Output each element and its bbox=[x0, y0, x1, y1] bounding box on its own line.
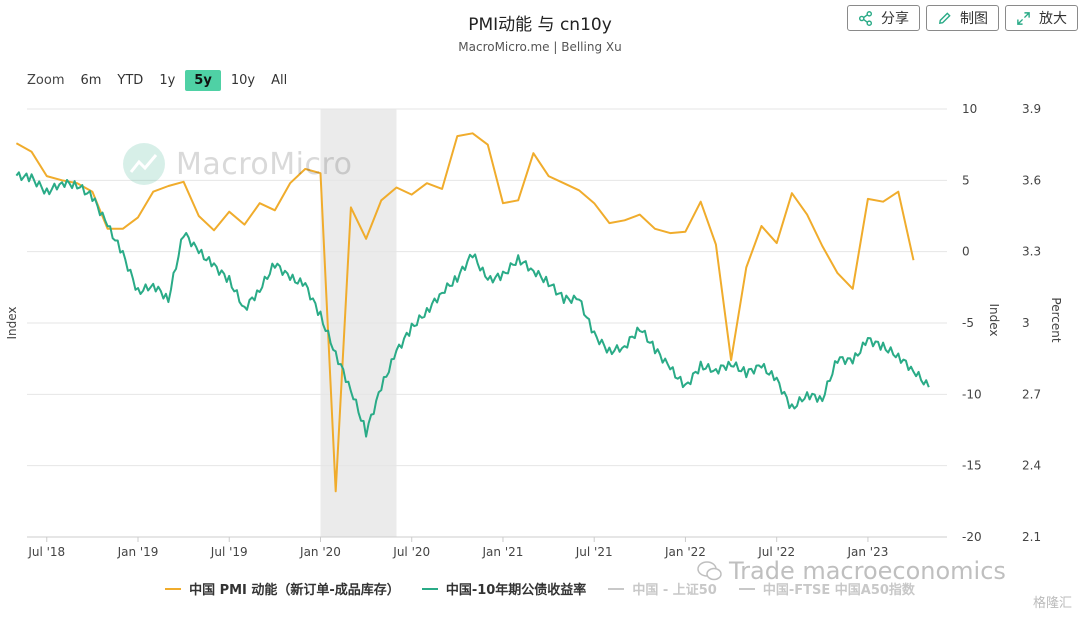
y-axis-title-percent: Percent bbox=[1049, 297, 1063, 342]
y-tick-label-index: -15 bbox=[962, 459, 982, 473]
y-tick-label-index: -20 bbox=[962, 530, 982, 544]
y-axis-title-left: Index bbox=[5, 306, 19, 339]
legend-item-a50[interactable]: 中国-FTSE 中国A50指数 bbox=[738, 579, 915, 598]
zoom-5y-button[interactable]: 5y bbox=[185, 70, 221, 91]
zoom-button-label: 放大 bbox=[1039, 11, 1067, 27]
chart-title: PMI动能 与 cn10y bbox=[468, 15, 612, 35]
y-tick-label-percent: 2.7 bbox=[1022, 387, 1041, 401]
x-tick-label: Jan '22 bbox=[664, 545, 706, 559]
zoom-button[interactable]: 放大 bbox=[1005, 5, 1078, 31]
x-tick-label: Jul '22 bbox=[757, 545, 795, 559]
legend-label-pmi: 中国 PMI 动能（新订单-成品库存） bbox=[189, 583, 400, 598]
legend-item-pmi[interactable]: 中国 PMI 动能（新订单-成品库存） bbox=[165, 579, 400, 598]
chart-plot[interactable]: 10 3.9 5 3.6 0 3.3 -5 3 -10 2.7 -15 2.4 -20 2.1 Index I… bbox=[0, 95, 1080, 565]
chart-legend: 中国 PMI 动能（新订单-成品库存） 中国-10年期公债收益率 中国 - 上证… bbox=[0, 579, 1080, 598]
y-tick-label-index: -5 bbox=[962, 316, 974, 330]
zoom-selector: Zoom 6m YTD 1y 5y 10y All bbox=[27, 70, 293, 91]
zoom-1y-button[interactable]: 1y bbox=[159, 73, 176, 88]
x-tick-label: Jul '18 bbox=[27, 545, 65, 559]
series-line-cn10y bbox=[15, 171, 930, 438]
y-tick-label-percent: 3.3 bbox=[1022, 245, 1041, 259]
legend-swatch-cn10y bbox=[421, 587, 438, 590]
zoom-10y-button[interactable]: 10y bbox=[230, 73, 256, 88]
x-tick-label: Jan '21 bbox=[482, 545, 524, 559]
chart-subtitle: MacroMicro.me | Belling Xu bbox=[458, 40, 622, 54]
zoom-all-button[interactable]: All bbox=[271, 73, 288, 88]
x-tick-label: Jul '20 bbox=[392, 545, 430, 559]
zoom-label: Zoom bbox=[27, 73, 65, 88]
share-button-label: 分享 bbox=[881, 11, 909, 27]
series-line-pmi bbox=[15, 132, 915, 493]
top-toolbar: 分享 制图 放大 bbox=[847, 5, 1078, 31]
y-axis-title-index: Index bbox=[987, 303, 1001, 336]
legend-swatch-a50 bbox=[738, 587, 755, 590]
y-tick-label-percent: 2.4 bbox=[1022, 459, 1041, 473]
zoom-ytd-button[interactable]: YTD bbox=[117, 73, 144, 88]
x-tick-label: Jan '19 bbox=[117, 545, 159, 559]
share-icon bbox=[858, 10, 873, 26]
y-tick-label-index: 10 bbox=[962, 102, 977, 116]
legend-item-cn10y[interactable]: 中国-10年期公债收益率 bbox=[421, 579, 587, 598]
pencil-icon bbox=[938, 11, 951, 24]
zoom-6m-button[interactable]: 6m bbox=[80, 73, 102, 88]
y-tick-label-percent: 3 bbox=[1022, 316, 1030, 330]
legend-item-sse50[interactable]: 中国 - 上证50 bbox=[608, 579, 717, 598]
y-tick-label-percent: 3.9 bbox=[1022, 102, 1041, 116]
x-tick-label: Jul '19 bbox=[210, 545, 248, 559]
y-tick-label-percent: 2.1 bbox=[1022, 530, 1041, 544]
legend-label-a50: 中国-FTSE 中国A50指数 bbox=[762, 583, 915, 598]
x-tick-label: Jan '20 bbox=[299, 545, 341, 559]
legend-label-cn10y: 中国-10年期公债收益率 bbox=[445, 583, 587, 598]
legend-swatch-pmi bbox=[165, 587, 182, 590]
x-tick-label: Jul '21 bbox=[575, 545, 613, 559]
draw-button[interactable]: 制图 bbox=[926, 5, 999, 31]
legend-label-sse50: 中国 - 上证50 bbox=[632, 583, 717, 598]
y-tick-label-index: 0 bbox=[962, 245, 970, 259]
y-tick-label-percent: 3.6 bbox=[1022, 173, 1041, 187]
legend-swatch-sse50 bbox=[608, 587, 625, 590]
draw-button-label: 制图 bbox=[960, 11, 988, 27]
expand-icon bbox=[1017, 11, 1030, 25]
y-tick-label-index: 5 bbox=[962, 173, 970, 187]
x-tick-label: Jan '23 bbox=[846, 545, 888, 559]
y-tick-label-index: -10 bbox=[962, 387, 982, 401]
share-button[interactable]: 分享 bbox=[847, 5, 920, 31]
